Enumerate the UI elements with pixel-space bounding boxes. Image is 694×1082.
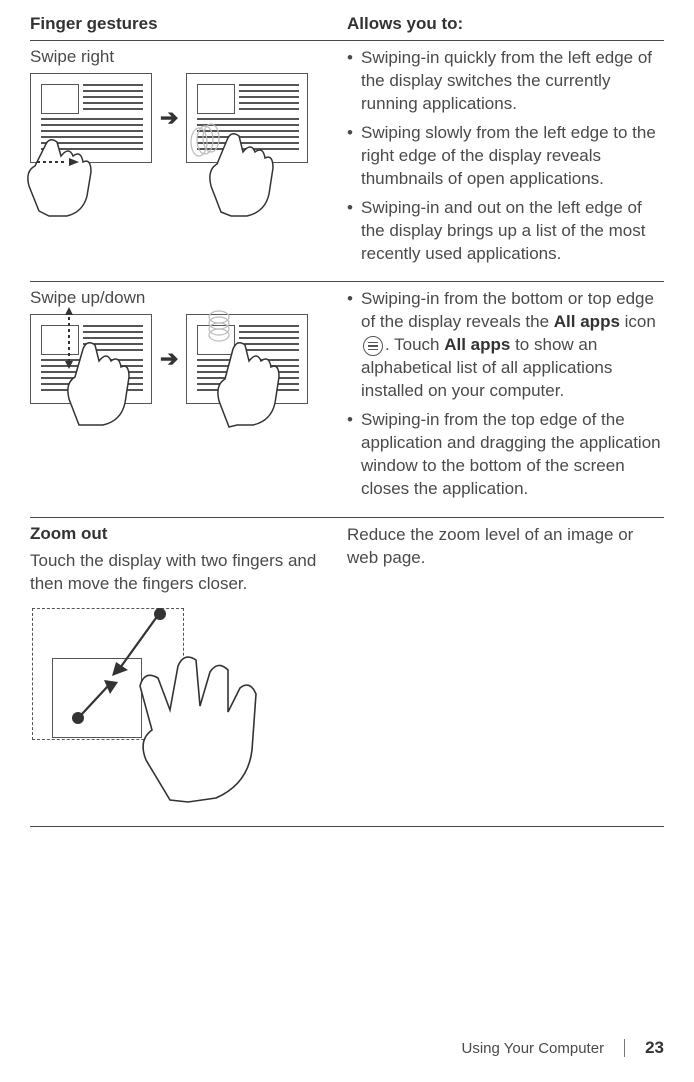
footer-page-number: 23 xyxy=(645,1038,664,1058)
swipe-right-title: Swipe right xyxy=(30,47,347,67)
footer-section: Using Your Computer xyxy=(461,1040,604,1057)
all-apps-icon xyxy=(363,336,383,356)
swipe-updown-bullet-2: Swiping-in from the top edge of the appl… xyxy=(347,409,664,501)
swipe-right-bullet-2: Swiping slowly from the left edge to the… xyxy=(347,122,664,191)
arrow-icon: ➔ xyxy=(160,105,178,131)
zoom-out-title: Zoom out xyxy=(30,524,347,544)
header-allows: Allows you to: xyxy=(347,10,664,41)
panel-before-ud xyxy=(30,314,152,404)
swipe-right-bullet-1: Swiping-in quickly from the left edge of… xyxy=(347,47,664,116)
swipe-updown-title: Swipe up/down xyxy=(30,288,347,308)
footer-divider xyxy=(624,1039,625,1057)
panel-after xyxy=(186,73,308,163)
zoom-out-illustration xyxy=(30,606,310,816)
arrow-icon-2: ➔ xyxy=(160,346,178,372)
header-gestures: Finger gestures xyxy=(30,10,347,41)
zoom-out-desc: Reduce the zoom level of an image or web… xyxy=(347,524,664,570)
swipe-right-bullet-3: Swiping-in and out on the left edge of t… xyxy=(347,197,664,266)
zoom-out-subtitle: Touch the display with two fingers and t… xyxy=(30,550,347,596)
swipe-updown-illustration: ➔ xyxy=(30,314,347,404)
swipe-right-illustration: ➔ xyxy=(30,73,347,163)
panel-after-ud xyxy=(186,314,308,404)
swipe-updown-bullet-1: Swiping-in from the bottom or top edge o… xyxy=(347,288,664,403)
panel-before xyxy=(30,73,152,163)
page-footer: Using Your Computer 23 xyxy=(461,1038,664,1058)
